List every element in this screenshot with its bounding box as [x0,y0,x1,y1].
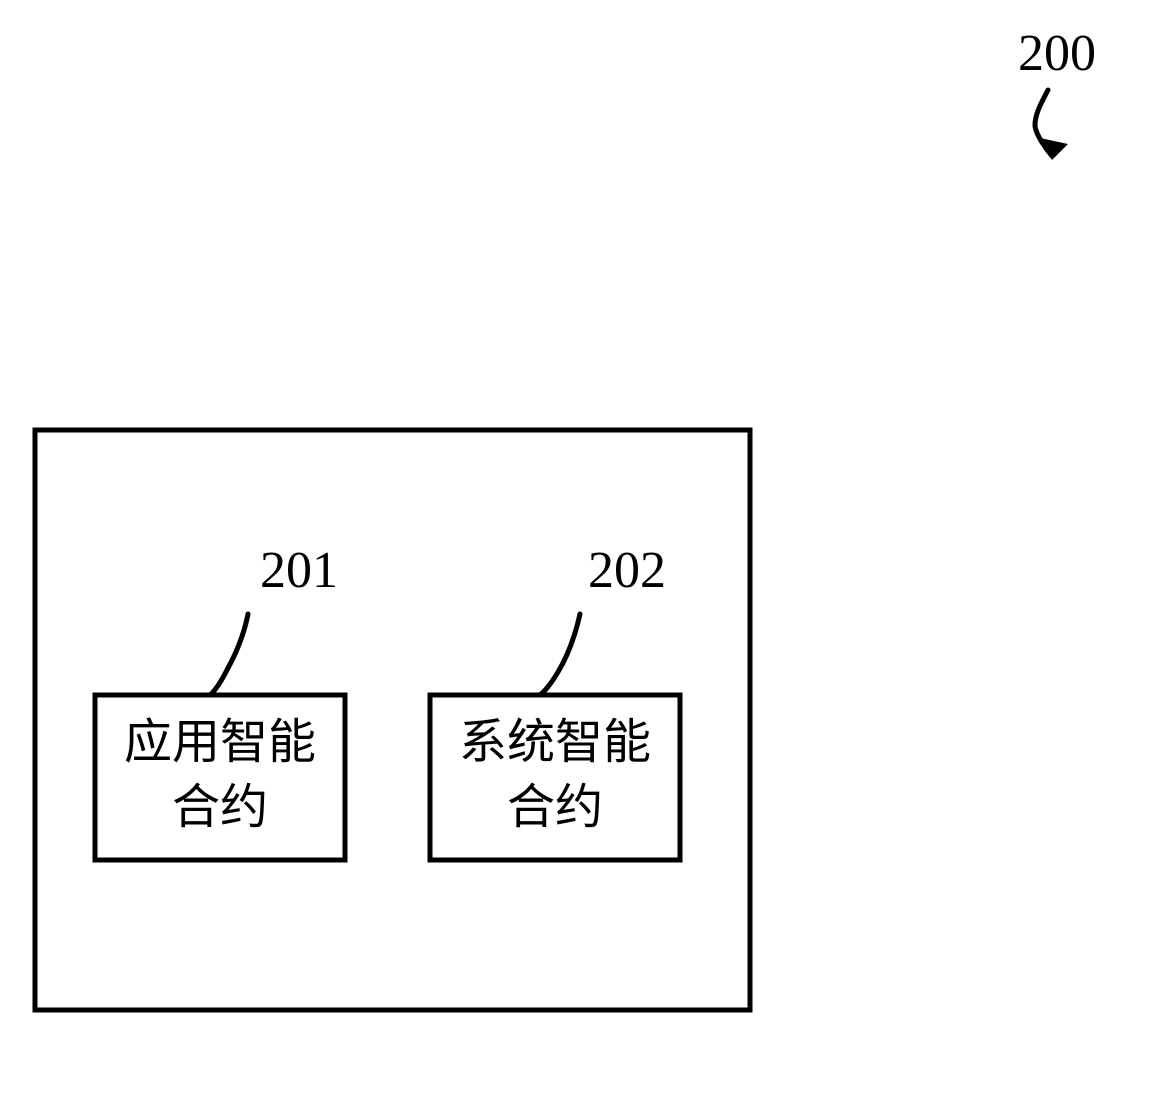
box-201-line1: 应用智能 [124,716,316,769]
leader-202 [540,614,580,695]
box-label-201: 应用智能 合约 [95,711,345,841]
leader-201 [210,614,248,695]
box-201-line2: 合约 [172,781,268,834]
box-202-line1: 系统智能 [459,716,651,769]
box-label-202: 系统智能 合约 [430,711,680,841]
ref-label-200: 200 [1018,28,1096,80]
diagram-svg [0,0,1160,1089]
box-202-line2: 合约 [507,781,603,834]
ref-label-202: 202 [588,545,666,597]
ref-arrow-200 [1035,90,1068,160]
ref-label-201: 201 [260,545,338,597]
diagram-canvas: 200 201 202 应用智能 合约 系统智能 合约 [0,0,1160,1089]
